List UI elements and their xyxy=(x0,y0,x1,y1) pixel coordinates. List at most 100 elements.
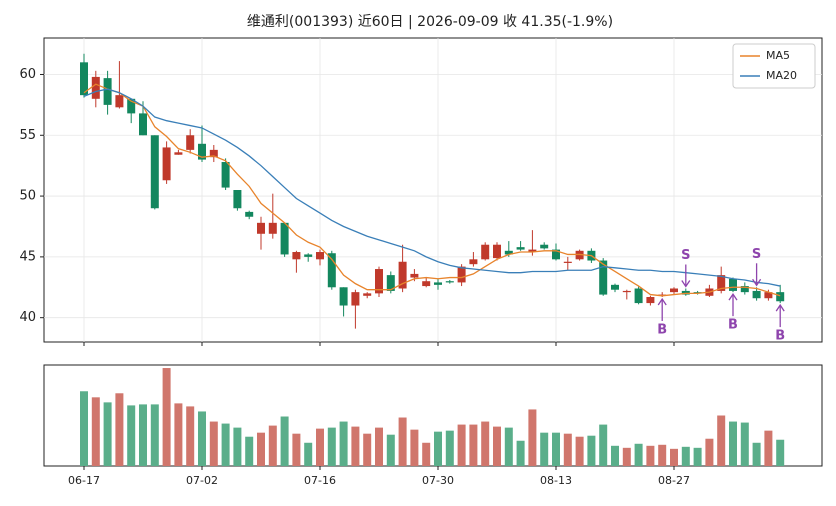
volume-bar xyxy=(469,424,478,466)
volume-bar xyxy=(398,417,407,466)
volume-bar xyxy=(540,432,549,466)
candle-body xyxy=(268,222,277,234)
candle-body xyxy=(552,249,560,260)
volume-bar xyxy=(410,429,419,466)
volume-bar xyxy=(740,422,749,466)
candle-body xyxy=(469,259,478,265)
candle-body xyxy=(670,288,678,293)
volume-bar xyxy=(233,427,242,466)
volume-bar xyxy=(103,402,112,466)
volume-bar xyxy=(693,447,702,466)
candle-body xyxy=(186,135,195,150)
candle-body xyxy=(646,297,655,304)
ma-line xyxy=(83,83,781,297)
volume-bar xyxy=(516,440,525,466)
signal-label: B xyxy=(657,323,667,338)
price-panel xyxy=(43,37,823,343)
candle-body xyxy=(540,244,549,249)
candle-body xyxy=(139,113,147,136)
volume-bar xyxy=(552,432,560,466)
candle-body xyxy=(410,273,419,278)
candle-body xyxy=(634,288,643,304)
volume-bar xyxy=(776,439,785,466)
signal: B xyxy=(775,303,785,344)
volume-bar xyxy=(493,426,501,466)
candle-body xyxy=(398,261,407,289)
volume-bar xyxy=(257,432,265,466)
candle-body xyxy=(434,282,442,285)
volume-bar xyxy=(316,428,324,466)
volume-bar xyxy=(91,397,100,466)
volume-bar xyxy=(280,416,289,466)
volume-bar xyxy=(670,448,678,466)
signal-arrow-head xyxy=(752,278,762,287)
volume-bar xyxy=(209,421,218,466)
candle-body xyxy=(174,152,183,155)
signal-label: B xyxy=(775,329,785,344)
x-tick-label: 08-27 xyxy=(658,474,690,487)
candle-body xyxy=(115,95,124,108)
x-tick-label: 07-02 xyxy=(186,474,218,487)
volume-bar xyxy=(587,435,596,466)
candle-body xyxy=(257,222,265,234)
candle-body xyxy=(622,290,631,293)
volume-bar xyxy=(658,444,667,466)
candle-body xyxy=(599,260,608,295)
volume-bar xyxy=(717,415,726,466)
volume-bar xyxy=(729,421,737,466)
candle-body xyxy=(351,292,360,306)
candle-body xyxy=(221,162,230,188)
y-tick-label: 45 xyxy=(19,249,36,264)
volume-bar xyxy=(434,431,442,466)
volume-bar xyxy=(445,430,454,466)
signal-arrow-head xyxy=(657,297,667,306)
candle-body xyxy=(162,147,171,181)
legend-box xyxy=(732,43,816,89)
volume-bar xyxy=(457,424,466,466)
volume-bar xyxy=(351,426,360,466)
candle-body xyxy=(245,211,254,217)
candle-body xyxy=(316,252,324,260)
volume-bar xyxy=(115,393,124,466)
candle-body xyxy=(363,293,372,296)
chart-title: 维通利(001393) 近60日 | 2026-09-09 收 41.35(-1… xyxy=(247,14,613,30)
y-tick-label: 50 xyxy=(19,189,36,204)
candle-body xyxy=(198,143,206,160)
volume-bar xyxy=(186,406,195,466)
volume-bar xyxy=(563,433,572,466)
y-tick-label: 55 xyxy=(19,128,36,143)
volume-bar xyxy=(646,445,655,466)
signal-label: S xyxy=(752,247,761,262)
signal: S xyxy=(752,247,762,287)
legend-label: MA20 xyxy=(766,69,797,82)
signal: B xyxy=(657,297,667,338)
volume-bar xyxy=(292,433,301,466)
candle-body xyxy=(504,250,513,255)
volume-bar xyxy=(80,391,88,466)
candle-body xyxy=(91,76,100,99)
candle-body xyxy=(493,244,501,259)
signal-arrow-head xyxy=(728,292,738,301)
volume-bar xyxy=(221,423,230,466)
candle-body xyxy=(327,253,336,288)
candle-body xyxy=(280,222,289,255)
volume-bar xyxy=(174,403,183,466)
volume-bar xyxy=(504,427,513,466)
candle-body xyxy=(516,247,525,250)
volume-bar xyxy=(162,368,171,466)
candle-body xyxy=(752,290,761,299)
volume-bar xyxy=(304,442,313,466)
candle-body xyxy=(386,275,395,291)
volume-bar xyxy=(611,445,619,466)
volume-bar xyxy=(139,404,147,466)
candle-body xyxy=(150,135,159,209)
candle-body xyxy=(729,278,737,291)
y-tick-label: 60 xyxy=(19,67,36,82)
volume-bar xyxy=(386,434,395,466)
candle-body xyxy=(339,287,348,306)
x-tick-label: 08-13 xyxy=(540,474,572,487)
candle-body xyxy=(103,78,112,105)
volume-bar xyxy=(127,405,136,466)
x-tick-label: 06-17 xyxy=(68,474,100,487)
candle-body xyxy=(209,149,218,158)
